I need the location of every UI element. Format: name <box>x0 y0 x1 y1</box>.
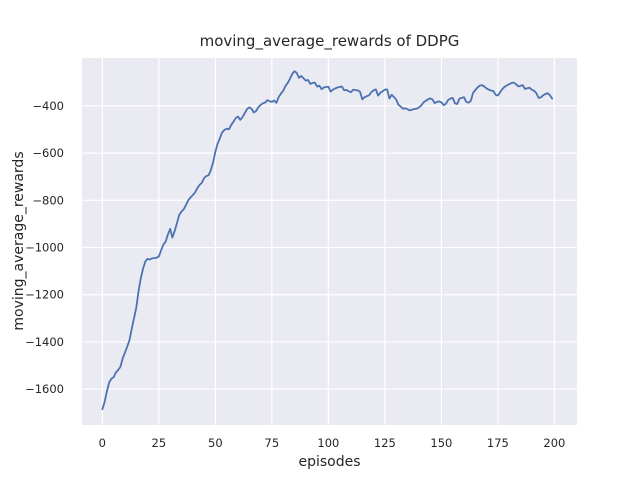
y-tick-label: −400 <box>32 99 64 113</box>
y-tick-label: −1400 <box>25 335 64 349</box>
plot-area <box>82 58 577 425</box>
x-tick-label: 150 <box>430 436 452 450</box>
y-tick-label: −1600 <box>25 382 64 396</box>
y-tick-label: −800 <box>32 193 64 207</box>
y-tick-label: −600 <box>32 146 64 160</box>
chart-title: moving_average_rewards of DDPG <box>199 32 460 50</box>
series-line-moving_average_rewards <box>101 70 554 411</box>
x-tick-label: 100 <box>317 436 339 450</box>
x-axis-label: episodes <box>298 454 361 470</box>
x-tick-label: 25 <box>152 436 167 450</box>
x-tick-label: 75 <box>265 436 280 450</box>
y-tick-label: −1200 <box>25 288 64 302</box>
x-tick-label: 0 <box>99 436 106 450</box>
x-tick-label: 125 <box>374 436 396 450</box>
x-tick-label: 175 <box>487 436 509 450</box>
x-tick-label: 50 <box>208 436 223 450</box>
x-tick-label: 200 <box>543 436 565 450</box>
y-tick-label: −1000 <box>25 241 64 255</box>
